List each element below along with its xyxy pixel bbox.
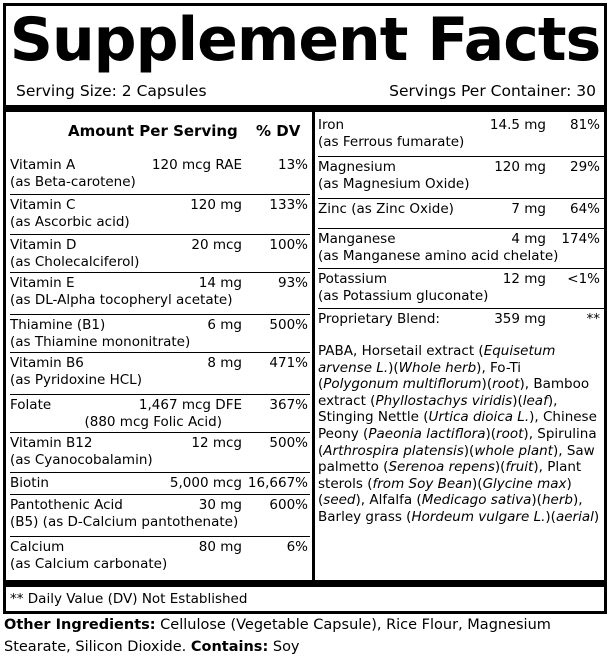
nutrient-name: Manganese <box>318 231 396 247</box>
nutrient-source: (as DL-Alpha tocopheryl acetate) <box>10 292 233 308</box>
nutrient-amount: 12 mcg <box>191 435 242 451</box>
other-ingredients-text: Cellulose (Vegetable Capsule), Rice Flou… <box>4 617 551 655</box>
bottom-thick-rule <box>6 580 604 587</box>
nutrient-row: Folate (880 mcg Folic Acid) 1,467 mcg DFE 3… <box>10 396 310 433</box>
dv-footnote: ** Daily Value (DV) Not Established <box>10 591 248 607</box>
nutrient-name: Calcium <box>10 539 65 555</box>
proprietary-blend-ingredients: PABA, Horsetail extract (Equisetum arven… <box>318 343 600 525</box>
nutrient-source: (as Cyanocobalamin) <box>10 452 153 468</box>
nutrient-row: Pantothenic Acid (B5) (as D-Calcium panto… <box>10 496 310 537</box>
nutrient-row: Vitamin E (as DL-Alpha tocopheryl acetate… <box>10 274 310 315</box>
nutrient-source: (as Ferrous fumarate) <box>318 134 465 150</box>
nutrient-dv: 600% <box>269 497 308 513</box>
top-thick-rule <box>6 105 604 112</box>
nutrient-name: Vitamin D <box>10 237 77 253</box>
nutrient-amount: 14.5 mg <box>489 117 546 133</box>
nutrient-amount: 4 mg <box>511 231 546 247</box>
nutrient-amount: 30 mg <box>198 497 242 513</box>
nutrient-row: Potassium (as Potassium gluconate) 12 mg <1… <box>318 270 604 309</box>
nutrient-name: Folate <box>10 397 52 413</box>
nutrient-amount: 20 mcg <box>191 237 242 253</box>
nutrient-row: Manganese (as Manganese amino acid chelat… <box>318 230 604 269</box>
nutrient-row: Vitamin A (as Beta-carotene) 120 mcg RAE 13… <box>10 156 310 195</box>
header-dv: % DV <box>256 122 301 140</box>
nutrient-amount: 5,000 mcg <box>169 475 242 491</box>
panel-title: Supplement Facts <box>9 5 602 75</box>
other-ingredients-label: Other Ingredients: <box>4 617 156 633</box>
nutrient-dv: 100% <box>269 237 308 253</box>
other-ingredients: Other Ingredients: Cellulose (Vegetable … <box>4 614 604 658</box>
nutrient-dv: 29% <box>569 159 600 175</box>
nutrient-row: Vitamin B12 (as Cyanocobalamin) 12 mcg 500% <box>10 434 310 473</box>
nutrient-name: Potassium <box>318 271 388 287</box>
column-divider <box>312 112 315 582</box>
nutrient-dv: 500% <box>269 435 308 451</box>
nutrient-name: Pantothenic Acid <box>10 497 123 513</box>
nutrient-amount: 7 mg <box>511 201 546 217</box>
nutrient-dv: 500% <box>269 317 308 333</box>
nutrient-dv: 367% <box>269 397 308 413</box>
nutrient-source: (as Cholecalciferol) <box>10 254 140 270</box>
nutrient-name: Proprietary Blend: <box>318 311 440 327</box>
nutrient-name: Vitamin A <box>10 157 76 173</box>
nutrient-row: Thiamine (B1) (as Thiamine mononitrate) 6 … <box>10 316 310 353</box>
nutrient-name: Vitamin B6 <box>10 355 84 371</box>
nutrient-row: Vitamin D (as Cholecalciferol) 20 mcg 100% <box>10 236 310 273</box>
nutrient-source: (as Magnesium Oxide) <box>318 176 470 192</box>
nutrient-dv: 13% <box>277 157 308 173</box>
nutrient-name: Vitamin E <box>10 275 75 291</box>
nutrient-dv: <1% <box>567 271 600 287</box>
nutrient-row: Iron (as Ferrous fumarate) 14.5 mg 81% <box>318 116 604 157</box>
nutrient-dv: 471% <box>269 355 308 371</box>
nutrient-dv: 6% <box>286 539 308 555</box>
nutrient-dv: 64% <box>569 201 600 217</box>
nutrient-amount: 14 mg <box>198 275 242 291</box>
nutrient-amount: 359 mg <box>494 311 546 327</box>
nutrient-source: (880 mcg Folic Acid) <box>84 414 222 430</box>
nutrient-name: Zinc (as Zinc Oxide) <box>318 201 454 217</box>
nutrient-row: Magnesium (as Magnesium Oxide) 120 mg 29% <box>318 158 604 199</box>
nutrient-source: (as Beta-carotene) <box>10 174 136 190</box>
nutrient-dv: 174% <box>561 231 600 247</box>
nutrient-dv: 81% <box>569 117 600 133</box>
nutrient-row: Vitamin C (as Ascorbic acid) 120 mg 133% <box>10 196 310 235</box>
nutrient-dv: ** <box>586 311 601 327</box>
nutrient-source: (as Ascorbic acid) <box>10 214 130 230</box>
nutrient-name: Magnesium <box>318 159 396 175</box>
nutrient-amount: 120 mg <box>494 159 546 175</box>
nutrient-amount: 120 mcg RAE <box>151 157 242 173</box>
nutrient-dv: 133% <box>269 197 308 213</box>
nutrient-name: Iron <box>318 117 345 133</box>
contains-text: Soy <box>268 639 300 655</box>
nutrient-amount: 8 mg <box>207 355 242 371</box>
nutrient-amount: 12 mg <box>502 271 546 287</box>
nutrient-amount: 6 mg <box>207 317 242 333</box>
servings-per-container: Servings Per Container: 30 <box>389 82 596 100</box>
nutrient-dv: 93% <box>277 275 308 291</box>
nutrient-row: Proprietary Blend: 359 mg ** <box>318 310 604 334</box>
nutrient-source: (as Calcium carbonate) <box>10 556 168 572</box>
serving-size: Serving Size: 2 Capsules <box>16 82 207 100</box>
nutrient-source: (as Manganese amino acid chelate) <box>318 248 559 264</box>
nutrient-source: (as Thiamine mononitrate) <box>10 334 191 350</box>
nutrient-row: Vitamin B6 (as Pyridoxine HCL) 8 mg 471% <box>10 354 310 395</box>
nutrient-dv: 16,667% <box>247 475 308 491</box>
nutrient-row: Biotin 5,000 mcg 16,667% <box>10 474 310 495</box>
nutrient-amount: 80 mg <box>198 539 242 555</box>
nutrient-source: (as Pyridoxine HCL) <box>10 372 142 388</box>
nutrient-amount: 1,467 mcg DFE <box>138 397 242 413</box>
contains-label: Contains: <box>190 639 269 655</box>
nutrient-source: (B5) (as D-Calcium pantothenate) <box>10 514 239 530</box>
nutrient-amount: 120 mg <box>190 197 242 213</box>
nutrient-name: Thiamine (B1) <box>10 317 106 333</box>
header-amount: Amount Per Serving <box>68 122 238 140</box>
nutrient-source: (as Potassium gluconate) <box>318 288 489 304</box>
nutrient-name: Vitamin C <box>10 197 76 213</box>
nutrient-name: Vitamin B12 <box>10 435 93 451</box>
nutrient-name: Biotin <box>10 475 49 491</box>
nutrient-row: Zinc (as Zinc Oxide) 7 mg 64% <box>318 200 604 229</box>
nutrient-row: Calcium (as Calcium carbonate) 80 mg 6% <box>10 538 310 578</box>
supplement-facts-panel: Supplement Facts Serving Size: 2 Capsule… <box>3 3 607 614</box>
